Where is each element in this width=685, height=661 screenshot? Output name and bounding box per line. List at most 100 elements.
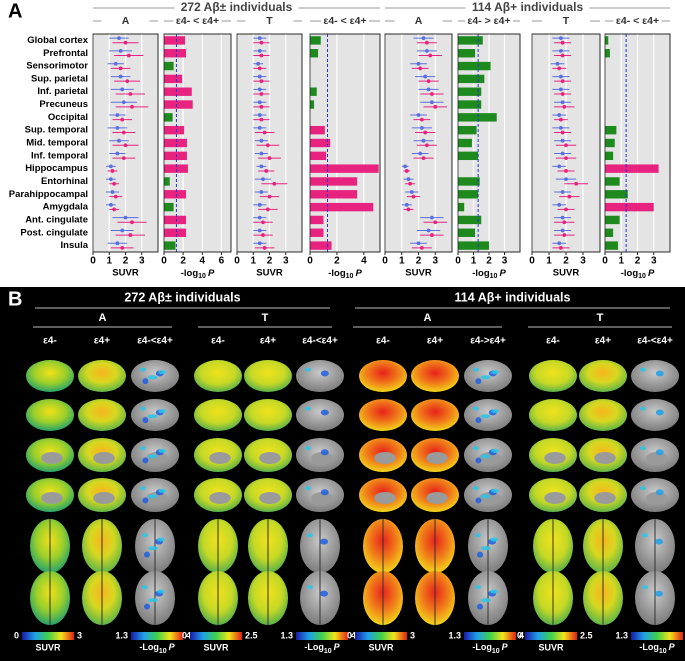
mean-point xyxy=(128,233,133,237)
colorbar xyxy=(631,632,683,640)
stat-cluster xyxy=(142,457,149,464)
bar xyxy=(458,49,476,58)
stat-cluster xyxy=(305,406,311,411)
brain-medial-wall xyxy=(646,452,668,464)
mean-point xyxy=(560,92,565,96)
region-label: Inf. parietal xyxy=(37,86,88,97)
modality-header: A xyxy=(99,312,107,324)
plot-frame xyxy=(92,33,159,253)
stat-cluster xyxy=(158,488,167,493)
stat-cluster xyxy=(640,486,646,491)
label-subscript: 10 xyxy=(324,648,332,655)
brain-medial-wall xyxy=(426,492,448,504)
mean-point xyxy=(419,245,424,250)
brain-surface xyxy=(529,399,577,431)
brain-surface xyxy=(194,399,242,431)
brain-medial-wall xyxy=(209,452,231,464)
brain-medial-wall xyxy=(544,492,566,504)
mean-point xyxy=(125,79,130,84)
mean-point xyxy=(265,143,270,148)
axis-label: -log10 P xyxy=(621,268,655,280)
mean-point xyxy=(120,87,125,92)
stat-cluster xyxy=(320,449,329,456)
bar xyxy=(310,100,315,109)
x-tick-label: 1 xyxy=(618,256,624,267)
bar xyxy=(164,113,173,122)
mean-point xyxy=(108,177,113,182)
colorbar-tick: 0 xyxy=(14,630,19,640)
x-tick-label: 4 xyxy=(200,256,206,267)
brain-medial-wall xyxy=(259,492,281,504)
x-tick-label: 2 xyxy=(123,256,129,267)
brain-surface xyxy=(26,360,74,392)
bar xyxy=(605,215,620,225)
mean-point xyxy=(421,156,426,161)
label-subscript: 10 xyxy=(346,273,354,280)
mean-point xyxy=(123,40,128,45)
mean-point xyxy=(560,79,565,84)
mean-point xyxy=(259,190,264,194)
mean-point xyxy=(257,74,262,79)
stat-cluster xyxy=(320,409,329,416)
mean-point xyxy=(574,181,579,186)
label-subscript: 10 xyxy=(638,273,646,280)
axis-label: SUVR xyxy=(112,268,139,279)
subplot-title: ε4- < ε4+ xyxy=(176,15,219,27)
stat-cluster xyxy=(475,533,481,538)
brain-medial-wall xyxy=(544,452,566,464)
mean-point xyxy=(112,181,117,186)
stat-cluster xyxy=(655,538,663,545)
stat-cluster xyxy=(142,378,149,385)
stat-cluster xyxy=(147,454,158,459)
mean-point xyxy=(110,190,115,194)
mean-point xyxy=(560,215,565,220)
mean-point xyxy=(118,66,123,71)
stat-cluster xyxy=(475,457,482,464)
bar xyxy=(164,202,174,212)
stat-cluster xyxy=(142,533,148,538)
mean-point xyxy=(430,215,434,220)
mean-point xyxy=(261,220,265,225)
colorbar-tick: 1.3 xyxy=(615,630,628,640)
stat-cluster xyxy=(307,585,313,590)
bar xyxy=(605,49,610,58)
bar xyxy=(605,177,620,186)
column-label: ε4-<ε4+ xyxy=(637,336,673,347)
stat-cluster xyxy=(490,537,498,542)
bar xyxy=(458,202,465,212)
mean-point xyxy=(406,177,411,182)
brain-surface xyxy=(579,399,627,431)
axis-label: -Log10 P xyxy=(139,642,175,654)
region-label: Prefrontal xyxy=(43,48,88,59)
mean-point xyxy=(564,177,568,182)
subplot-title: T xyxy=(563,15,570,27)
mean-point xyxy=(108,202,113,207)
mean-point xyxy=(560,151,565,156)
label-part: P xyxy=(648,268,655,279)
stat-cluster xyxy=(142,497,149,504)
mean-point xyxy=(117,138,121,143)
bar xyxy=(458,74,485,84)
bar xyxy=(164,36,186,45)
mean-point xyxy=(404,202,409,207)
region-label: Precuneus xyxy=(39,99,88,110)
colorbar xyxy=(190,632,242,640)
mean-point xyxy=(262,130,267,135)
stat-cluster xyxy=(480,375,491,380)
mean-point xyxy=(416,113,421,117)
x-tick-label: 3 xyxy=(283,256,289,267)
stat-cluster xyxy=(491,370,500,375)
bar xyxy=(310,202,374,212)
bar xyxy=(310,190,358,199)
bar xyxy=(310,87,317,96)
stat-cluster xyxy=(158,448,167,453)
x-tick-label: 1 xyxy=(471,256,477,267)
stat-cluster xyxy=(148,546,158,551)
x-tick-label: 2 xyxy=(334,256,340,267)
stat-cluster xyxy=(481,546,491,551)
bar xyxy=(458,241,489,250)
x-tick-label: 3 xyxy=(139,256,145,267)
stat-cluster xyxy=(477,551,483,558)
axis-label: -Log10 P xyxy=(639,642,675,654)
bar xyxy=(458,177,480,186)
